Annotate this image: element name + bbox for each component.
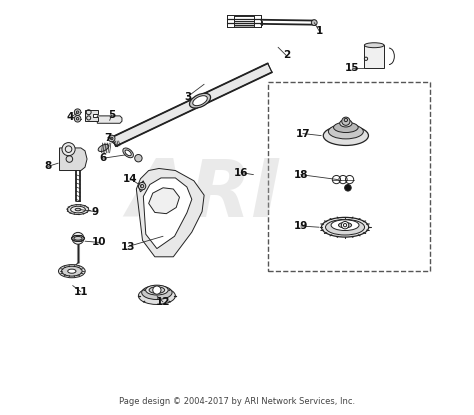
Ellipse shape	[334, 122, 358, 132]
Circle shape	[74, 109, 81, 115]
Polygon shape	[85, 110, 98, 121]
Circle shape	[342, 117, 350, 125]
Ellipse shape	[190, 93, 210, 108]
Ellipse shape	[58, 265, 85, 278]
Ellipse shape	[138, 287, 175, 305]
Polygon shape	[254, 15, 261, 27]
Ellipse shape	[340, 120, 352, 127]
FancyBboxPatch shape	[268, 82, 430, 271]
Text: 9: 9	[91, 207, 99, 217]
Ellipse shape	[74, 237, 82, 240]
Ellipse shape	[125, 150, 131, 156]
Circle shape	[341, 222, 349, 229]
Ellipse shape	[326, 220, 365, 235]
Circle shape	[62, 143, 75, 156]
Polygon shape	[138, 181, 146, 192]
Ellipse shape	[67, 205, 89, 215]
Ellipse shape	[72, 235, 84, 241]
Text: 10: 10	[92, 237, 107, 247]
Text: 17: 17	[295, 129, 310, 139]
Text: 1: 1	[316, 26, 323, 36]
Ellipse shape	[328, 124, 364, 139]
Text: 4: 4	[67, 112, 74, 122]
Ellipse shape	[323, 126, 368, 146]
Text: Page design © 2004-2017 by ARI Network Services, Inc.: Page design © 2004-2017 by ARI Network S…	[119, 397, 355, 406]
Ellipse shape	[365, 43, 384, 48]
Text: ARI: ARI	[127, 156, 281, 234]
Text: 18: 18	[293, 170, 308, 180]
Ellipse shape	[142, 286, 172, 300]
Polygon shape	[365, 45, 384, 68]
Text: 6: 6	[100, 153, 107, 163]
Ellipse shape	[62, 266, 82, 276]
Polygon shape	[233, 17, 257, 26]
Ellipse shape	[149, 287, 164, 293]
Ellipse shape	[98, 144, 109, 151]
Polygon shape	[143, 178, 192, 249]
Polygon shape	[137, 168, 204, 257]
Polygon shape	[149, 188, 180, 214]
Ellipse shape	[193, 96, 207, 106]
Polygon shape	[112, 63, 272, 146]
Text: 8: 8	[45, 161, 52, 171]
Circle shape	[72, 232, 84, 244]
Ellipse shape	[123, 148, 133, 158]
Ellipse shape	[321, 217, 369, 237]
Text: 14: 14	[123, 174, 137, 184]
Text: 11: 11	[73, 287, 88, 297]
Ellipse shape	[331, 220, 359, 230]
Text: 7: 7	[104, 133, 111, 143]
Polygon shape	[227, 15, 234, 27]
Polygon shape	[229, 22, 262, 25]
Text: 3: 3	[184, 92, 191, 102]
Text: 13: 13	[121, 242, 136, 251]
Text: 15: 15	[345, 63, 359, 73]
Text: 12: 12	[156, 297, 170, 307]
Text: 19: 19	[293, 221, 308, 231]
Circle shape	[138, 183, 146, 190]
Polygon shape	[97, 116, 122, 123]
Circle shape	[135, 154, 142, 162]
Ellipse shape	[71, 206, 85, 213]
Text: 2: 2	[283, 51, 290, 61]
Circle shape	[74, 115, 81, 122]
Text: 16: 16	[234, 168, 248, 178]
Ellipse shape	[75, 208, 81, 211]
Polygon shape	[60, 148, 87, 171]
Ellipse shape	[338, 222, 352, 228]
Circle shape	[109, 135, 115, 142]
Text: 5: 5	[108, 110, 115, 120]
Ellipse shape	[68, 269, 76, 273]
Circle shape	[345, 185, 351, 191]
Circle shape	[153, 286, 161, 294]
Ellipse shape	[146, 285, 168, 295]
Circle shape	[311, 20, 317, 25]
